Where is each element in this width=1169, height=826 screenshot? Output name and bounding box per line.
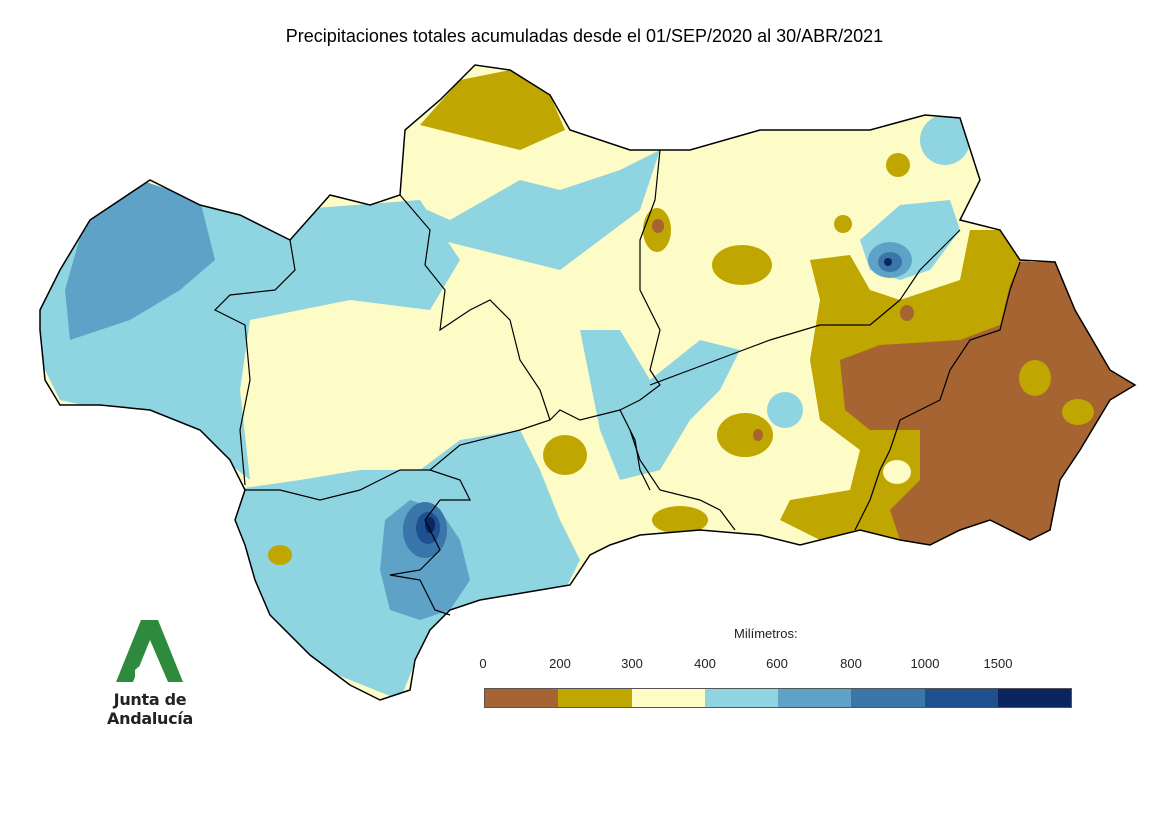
zone-300-400-almeria-hole3 bbox=[883, 460, 911, 484]
zone-1500-grazalema bbox=[425, 517, 435, 533]
legend-tick: 0 bbox=[479, 656, 487, 671]
zone-400-600-ne2 bbox=[920, 115, 970, 165]
zone-400-600-jaen bbox=[580, 330, 740, 480]
zone-200-300-malaga bbox=[543, 435, 587, 475]
zone-0-200-c3 bbox=[900, 305, 914, 321]
zone-1500-sierra bbox=[884, 258, 892, 266]
zone-200-300-coast bbox=[652, 506, 708, 534]
border-cadiz-malaga bbox=[389, 499, 451, 616]
legend-tick: 200 bbox=[549, 656, 571, 671]
province-borders bbox=[213, 149, 1021, 616]
legend-color-bar bbox=[484, 688, 1072, 708]
legend-swatch bbox=[631, 689, 705, 707]
legend-swatch bbox=[924, 689, 998, 707]
legend-tick: 1000 bbox=[910, 656, 940, 671]
junta-logo: Junta de Andalucía bbox=[70, 618, 230, 728]
border-malaga-granada bbox=[629, 429, 736, 531]
legend-swatch bbox=[704, 689, 778, 707]
border-sevilla-cordoba bbox=[399, 194, 551, 471]
legend-swatch bbox=[558, 689, 632, 707]
zone-200-300-granada bbox=[717, 413, 773, 457]
legend-tick: 300 bbox=[621, 656, 643, 671]
legend-tick: 400 bbox=[694, 656, 716, 671]
zone-200-300-jaen bbox=[712, 245, 772, 285]
zone-400-600-north bbox=[405, 150, 660, 270]
legend-swatch bbox=[778, 689, 852, 707]
border-cordoba-malaga bbox=[549, 409, 651, 491]
zone-200-300-almeria-hole2 bbox=[1062, 399, 1094, 425]
zone-200-300-cazorla bbox=[886, 153, 910, 177]
legend-tick: 800 bbox=[840, 656, 862, 671]
legend-tick: 600 bbox=[766, 656, 788, 671]
legend-swatch bbox=[997, 689, 1071, 707]
zone-600-800-huelva bbox=[65, 180, 215, 340]
legend-tick: 1500 bbox=[983, 656, 1013, 671]
legend-title: Milímetros: bbox=[734, 626, 798, 641]
legend-swatch bbox=[851, 689, 925, 707]
border-huelva-sevilla bbox=[213, 239, 296, 486]
legend-ticks: 0 200 300 400 600 800 1000 1500 bbox=[0, 656, 1169, 674]
map-title: Precipitaciones totales acumuladas desde… bbox=[285, 26, 884, 46]
logo-text: Junta de Andalucía bbox=[107, 690, 193, 728]
zone-200-300-north bbox=[420, 70, 565, 150]
zone-200-300-almeria-hole1 bbox=[1019, 360, 1051, 396]
border-sevilla-cadiz bbox=[245, 469, 471, 501]
zone-200-300-c2 bbox=[834, 215, 852, 233]
zone-600-800-malaga bbox=[380, 500, 470, 620]
border-granada-almeria bbox=[854, 261, 1021, 531]
border-cordoba-jaen bbox=[619, 149, 661, 411]
zone-0-200-almeria bbox=[840, 262, 1135, 545]
zone-0-200-c1 bbox=[652, 219, 664, 233]
zone-200-300-cadiz bbox=[268, 545, 292, 565]
zone-400-600-granada bbox=[767, 392, 803, 428]
junta-logo-icon bbox=[116, 620, 183, 682]
zone-0-200-c2 bbox=[753, 429, 763, 441]
border-jaen-granada bbox=[649, 229, 961, 386]
legend-swatch bbox=[485, 689, 559, 707]
